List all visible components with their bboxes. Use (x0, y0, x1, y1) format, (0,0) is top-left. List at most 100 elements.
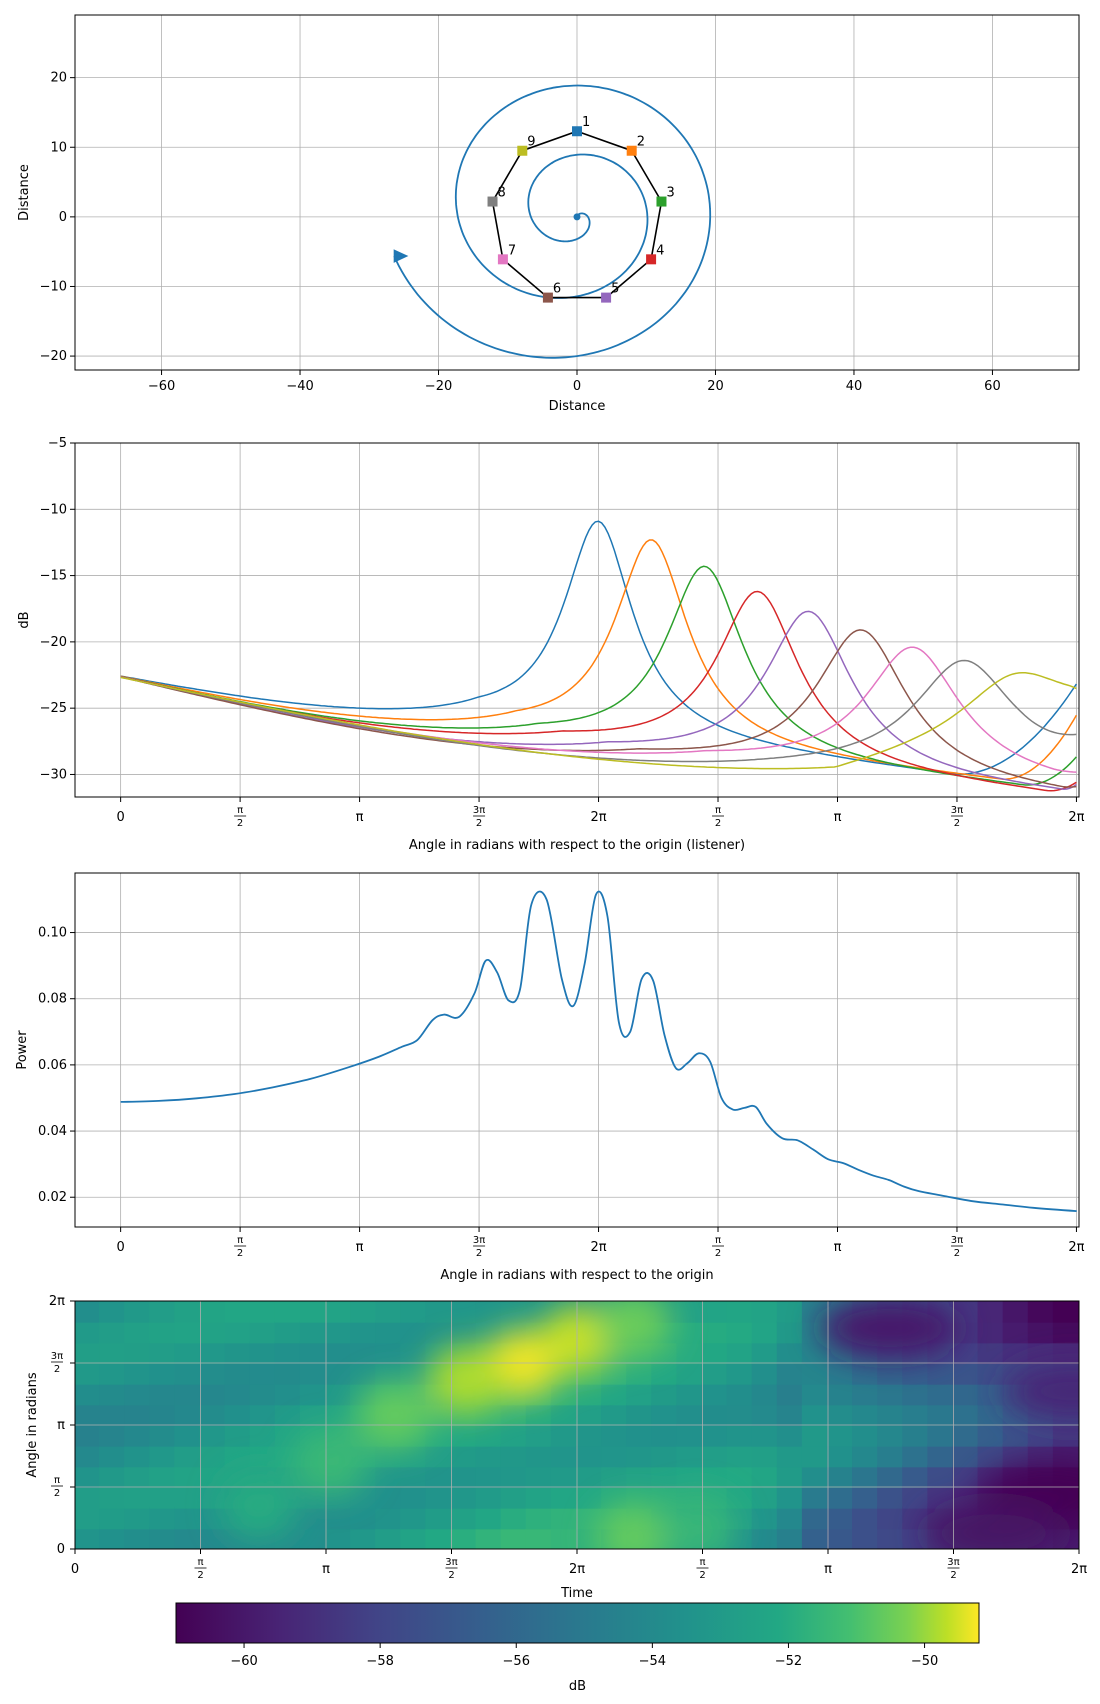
heatmap-hotspot-4 (596, 1503, 673, 1549)
heatmap-cell (475, 1320, 503, 1344)
x-tick-label: π (824, 1562, 832, 1577)
heatmap-cell (149, 1403, 177, 1427)
heatmap-cell (149, 1382, 177, 1406)
heatmap-cell (500, 1444, 528, 1468)
heatmap-cell (575, 1444, 604, 1468)
speaker-marker-5 (601, 292, 612, 303)
heatmap-cell (852, 1382, 880, 1406)
x-tick-label-num: 3π (473, 1235, 485, 1246)
heatmap-cell (199, 1486, 227, 1509)
heatmap-cell (676, 1424, 704, 1447)
heatmap-cell (299, 1362, 327, 1385)
colorbar-tick-label: −54 (639, 1654, 666, 1669)
heatmap-cell (575, 1382, 604, 1406)
heatmap-cell (124, 1403, 152, 1427)
heatmap-cell (525, 1403, 553, 1427)
heatmap-cell (776, 1382, 804, 1406)
heatmap-cell (1027, 1301, 1055, 1323)
heatmap-cell (776, 1424, 804, 1447)
heatmap-cell (952, 1382, 980, 1406)
db-series-line-8 (120, 671, 1077, 770)
heatmap-cell (927, 1403, 955, 1427)
heatmap-cell (626, 1444, 654, 1468)
y-tick-label: 0 (59, 210, 67, 225)
heatmap-cell (852, 1444, 880, 1468)
spiral-end-arrow (393, 249, 409, 263)
heatmap-cell (249, 1341, 277, 1365)
heatmap-hotspot-3 (596, 1301, 673, 1359)
heatmap-cell (676, 1382, 704, 1406)
heatmap-cell (299, 1320, 327, 1344)
heatmap-cell (99, 1403, 127, 1427)
heatmap-cell (99, 1506, 127, 1530)
heatmap-cell (274, 1403, 302, 1427)
x-axis-label: Time (560, 1586, 593, 1601)
heatmap-cell (199, 1382, 227, 1406)
heatmap-cell (500, 1424, 528, 1447)
x-tick-label: π2 (234, 1235, 247, 1259)
x-tick-label: 0 (116, 810, 124, 825)
x-tick-label-num: 3π (473, 805, 485, 816)
heatmap-cell (575, 1465, 604, 1489)
heatmap-cell (676, 1444, 704, 1468)
x-tick-label-den: 2 (448, 1570, 454, 1581)
heatmap-cell (99, 1382, 127, 1406)
heatmap-cell (199, 1444, 227, 1468)
heatmap-cell (826, 1465, 855, 1489)
heatmap-cell (676, 1320, 704, 1344)
heatmap-cell (124, 1444, 152, 1468)
heatmap-cell (902, 1486, 930, 1509)
speaker-label-2: 2 (637, 135, 645, 150)
speaker-marker-8 (487, 196, 498, 207)
heatmap-blobs (220, 1301, 1079, 1549)
speaker-label-9: 9 (527, 135, 535, 150)
colorbar-tick-label: −56 (503, 1654, 530, 1669)
heatmap-cell (299, 1506, 327, 1530)
heatmap-cell (425, 1424, 453, 1447)
heatmap-cell (751, 1424, 779, 1447)
heatmap-cell (75, 1465, 102, 1489)
x-tick-label-num: π (237, 805, 243, 816)
heatmap-cell (174, 1424, 202, 1447)
x-tick-label-den: 2 (954, 1248, 960, 1259)
heatmap-cell (927, 1465, 955, 1489)
heatmap-cell (400, 1486, 428, 1509)
heatmap-cell (952, 1465, 980, 1489)
heatmap-cell (877, 1465, 905, 1489)
heatmap-cell (651, 1424, 679, 1447)
heatmap-hotspot-8 (220, 1471, 297, 1540)
heatmap-cell (475, 1301, 503, 1323)
heatmap-cell (174, 1320, 202, 1344)
heatmap-cell (450, 1301, 478, 1323)
y-tick-label: 10 (50, 140, 67, 155)
heatmap-cell (726, 1341, 754, 1365)
heatmap-cell (701, 1444, 729, 1468)
heatmap-cell (826, 1444, 855, 1468)
x-tick-label: 60 (984, 379, 1001, 394)
y-tick-label: 0.04 (38, 1124, 67, 1139)
heatmap-cell (350, 1341, 378, 1365)
x-tick-label: 3π2 (947, 1557, 959, 1581)
heatmap-cell (550, 1506, 578, 1530)
heatmap-cell (199, 1320, 227, 1344)
heatmap-cell (224, 1424, 252, 1447)
heatmap-cell (149, 1486, 177, 1509)
heatmap-cell (75, 1486, 102, 1509)
heatmap-cell (199, 1527, 227, 1549)
x-axis-label: Distance (549, 399, 606, 414)
heatmap-cell (75, 1320, 102, 1344)
heatmap-cell (199, 1341, 227, 1365)
heatmap-cell (500, 1527, 528, 1549)
heatmap-cell (977, 1424, 1005, 1447)
heatmap-hotspot-7 (292, 1428, 369, 1497)
x-tick-label-den: 2 (197, 1570, 203, 1581)
x-tick-label: 3π2 (951, 805, 963, 829)
heatmap-cell (877, 1382, 905, 1406)
x-tick-label-num: 3π (445, 1557, 457, 1568)
db-chart: 0 π2 π 3π2 2π π2 π 3π2 2π−5−10−15−20−25−30Angle … (17, 436, 1085, 853)
speaker-marker-4 (646, 254, 657, 265)
heatmap-cell (249, 1424, 277, 1447)
db-series-group (120, 520, 1078, 792)
heatmap-cell (676, 1403, 704, 1427)
